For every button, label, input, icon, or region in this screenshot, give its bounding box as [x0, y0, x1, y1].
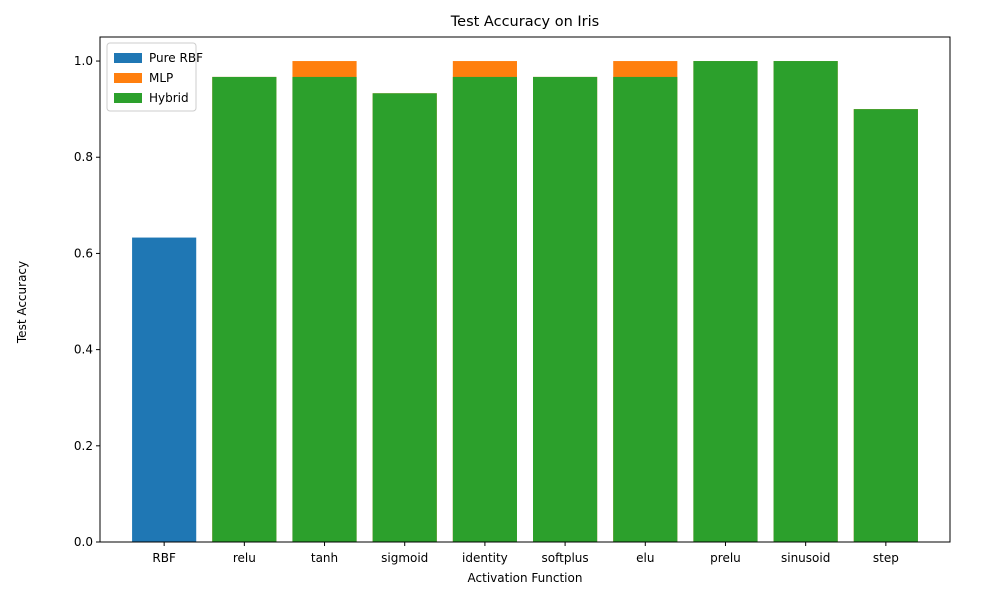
- y-tick-label: 0.8: [74, 150, 93, 164]
- bar-hybrid-step: [853, 109, 918, 542]
- legend-swatch-mlp: [114, 73, 142, 83]
- x-tick-label: sinusoid: [781, 551, 830, 565]
- legend: Pure RBF MLP Hybrid: [106, 42, 203, 112]
- legend-label: MLP: [149, 71, 173, 85]
- bar-hybrid-sinusoid: [773, 61, 838, 543]
- x-axis-label: Activation Function: [468, 571, 583, 585]
- bar-pure-rbf-rbf: [132, 237, 197, 542]
- plot-frame: [99, 36, 951, 543]
- y-tick-label: 0.0: [74, 535, 93, 549]
- legend-label: Hybrid: [149, 91, 189, 105]
- y-tick-label: 0.6: [74, 246, 93, 260]
- bar-hybrid-sigmoid: [372, 93, 437, 543]
- x-tick-label: tanh: [311, 551, 338, 565]
- bar-hybrid-relu: [212, 76, 277, 543]
- y-tick-label: 0.2: [74, 439, 93, 453]
- bar-hybrid-softplus: [533, 76, 598, 543]
- x-tick-label: RBF: [152, 551, 176, 565]
- bars-layer: [132, 61, 918, 543]
- x-tick-label: step: [873, 551, 899, 565]
- x-tick-label: sigmoid: [381, 551, 428, 565]
- legend-label: Pure RBF: [149, 51, 203, 65]
- x-tick-label: softplus: [542, 551, 589, 565]
- x-tick-label: elu: [636, 551, 654, 565]
- axes-layer: 0.0 0.2 0.4 0.6 0.8 1.0 RBF relu tanh sigmoid iden…: [74, 36, 951, 565]
- bar-hybrid-tanh: [292, 76, 357, 543]
- y-tick-label: 0.4: [74, 343, 93, 357]
- x-tick-label: relu: [233, 551, 256, 565]
- legend-swatch-hybrid: [114, 93, 142, 103]
- bar-hybrid-prelu: [693, 61, 758, 543]
- y-axis-label: Test Accuracy: [15, 261, 29, 344]
- legend-swatch-pure-rbf: [114, 53, 142, 63]
- chart-title: Test Accuracy on Iris: [450, 14, 599, 30]
- y-tick-label: 1.0: [74, 54, 93, 68]
- x-tick-label: identity: [462, 551, 508, 565]
- bar-hybrid-elu: [613, 76, 678, 543]
- x-tick-label: prelu: [710, 551, 741, 565]
- bar-hybrid-identity: [452, 76, 517, 543]
